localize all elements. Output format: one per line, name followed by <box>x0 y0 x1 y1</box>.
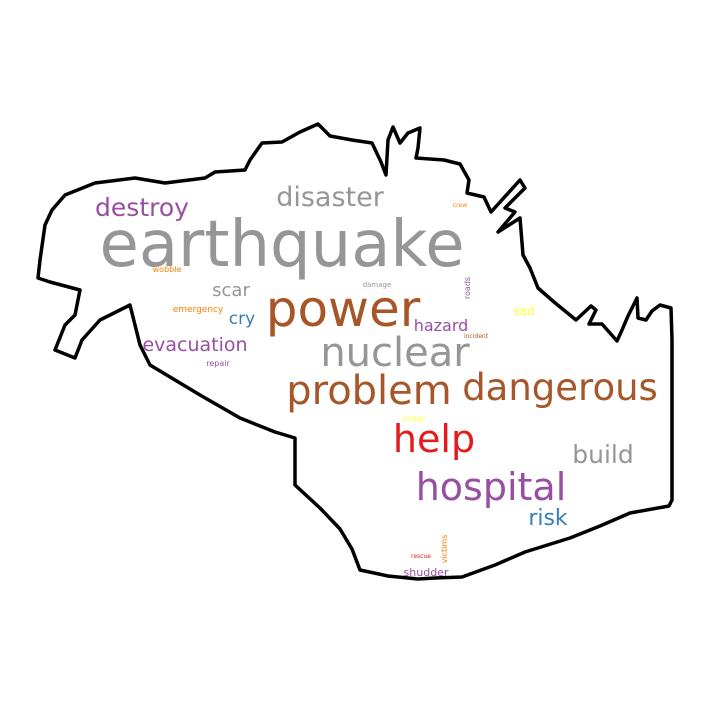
word-rescue: rescue <box>411 553 431 560</box>
word-dangerous: dangerous <box>462 366 658 409</box>
word-damage: damage <box>363 281 392 289</box>
word-shudder: shudder <box>404 566 449 579</box>
word-sad: sad <box>513 304 534 318</box>
word-wobble: wobble <box>153 265 182 274</box>
word-crew: crew <box>453 202 467 209</box>
word-destroy: destroy <box>95 193 189 222</box>
word-problem: problem <box>286 368 452 414</box>
word-earthquake: earthquake <box>99 208 464 282</box>
word-hospital: hospital <box>416 465 567 509</box>
word-help: help <box>393 417 475 461</box>
word-emergency: emergency <box>173 305 224 315</box>
region-outline <box>36 122 674 581</box>
word-incident: incident <box>464 333 489 340</box>
word-hazard: hazard <box>414 316 469 335</box>
word-roads: roads <box>463 277 472 299</box>
word-build: build <box>572 440 633 469</box>
word-power: power <box>266 280 421 338</box>
word-scar: scar <box>212 280 250 301</box>
word-evacuation: evacuation <box>142 334 247 356</box>
word-repair: repair <box>206 359 230 368</box>
word-disaster: disaster <box>276 182 385 213</box>
word-risk: risk <box>528 506 568 531</box>
word-victims: victims <box>440 535 449 564</box>
word-cry: cry <box>229 309 255 329</box>
word-bridge: bridge <box>403 415 425 423</box>
word-nuclear: nuclear <box>320 330 470 376</box>
